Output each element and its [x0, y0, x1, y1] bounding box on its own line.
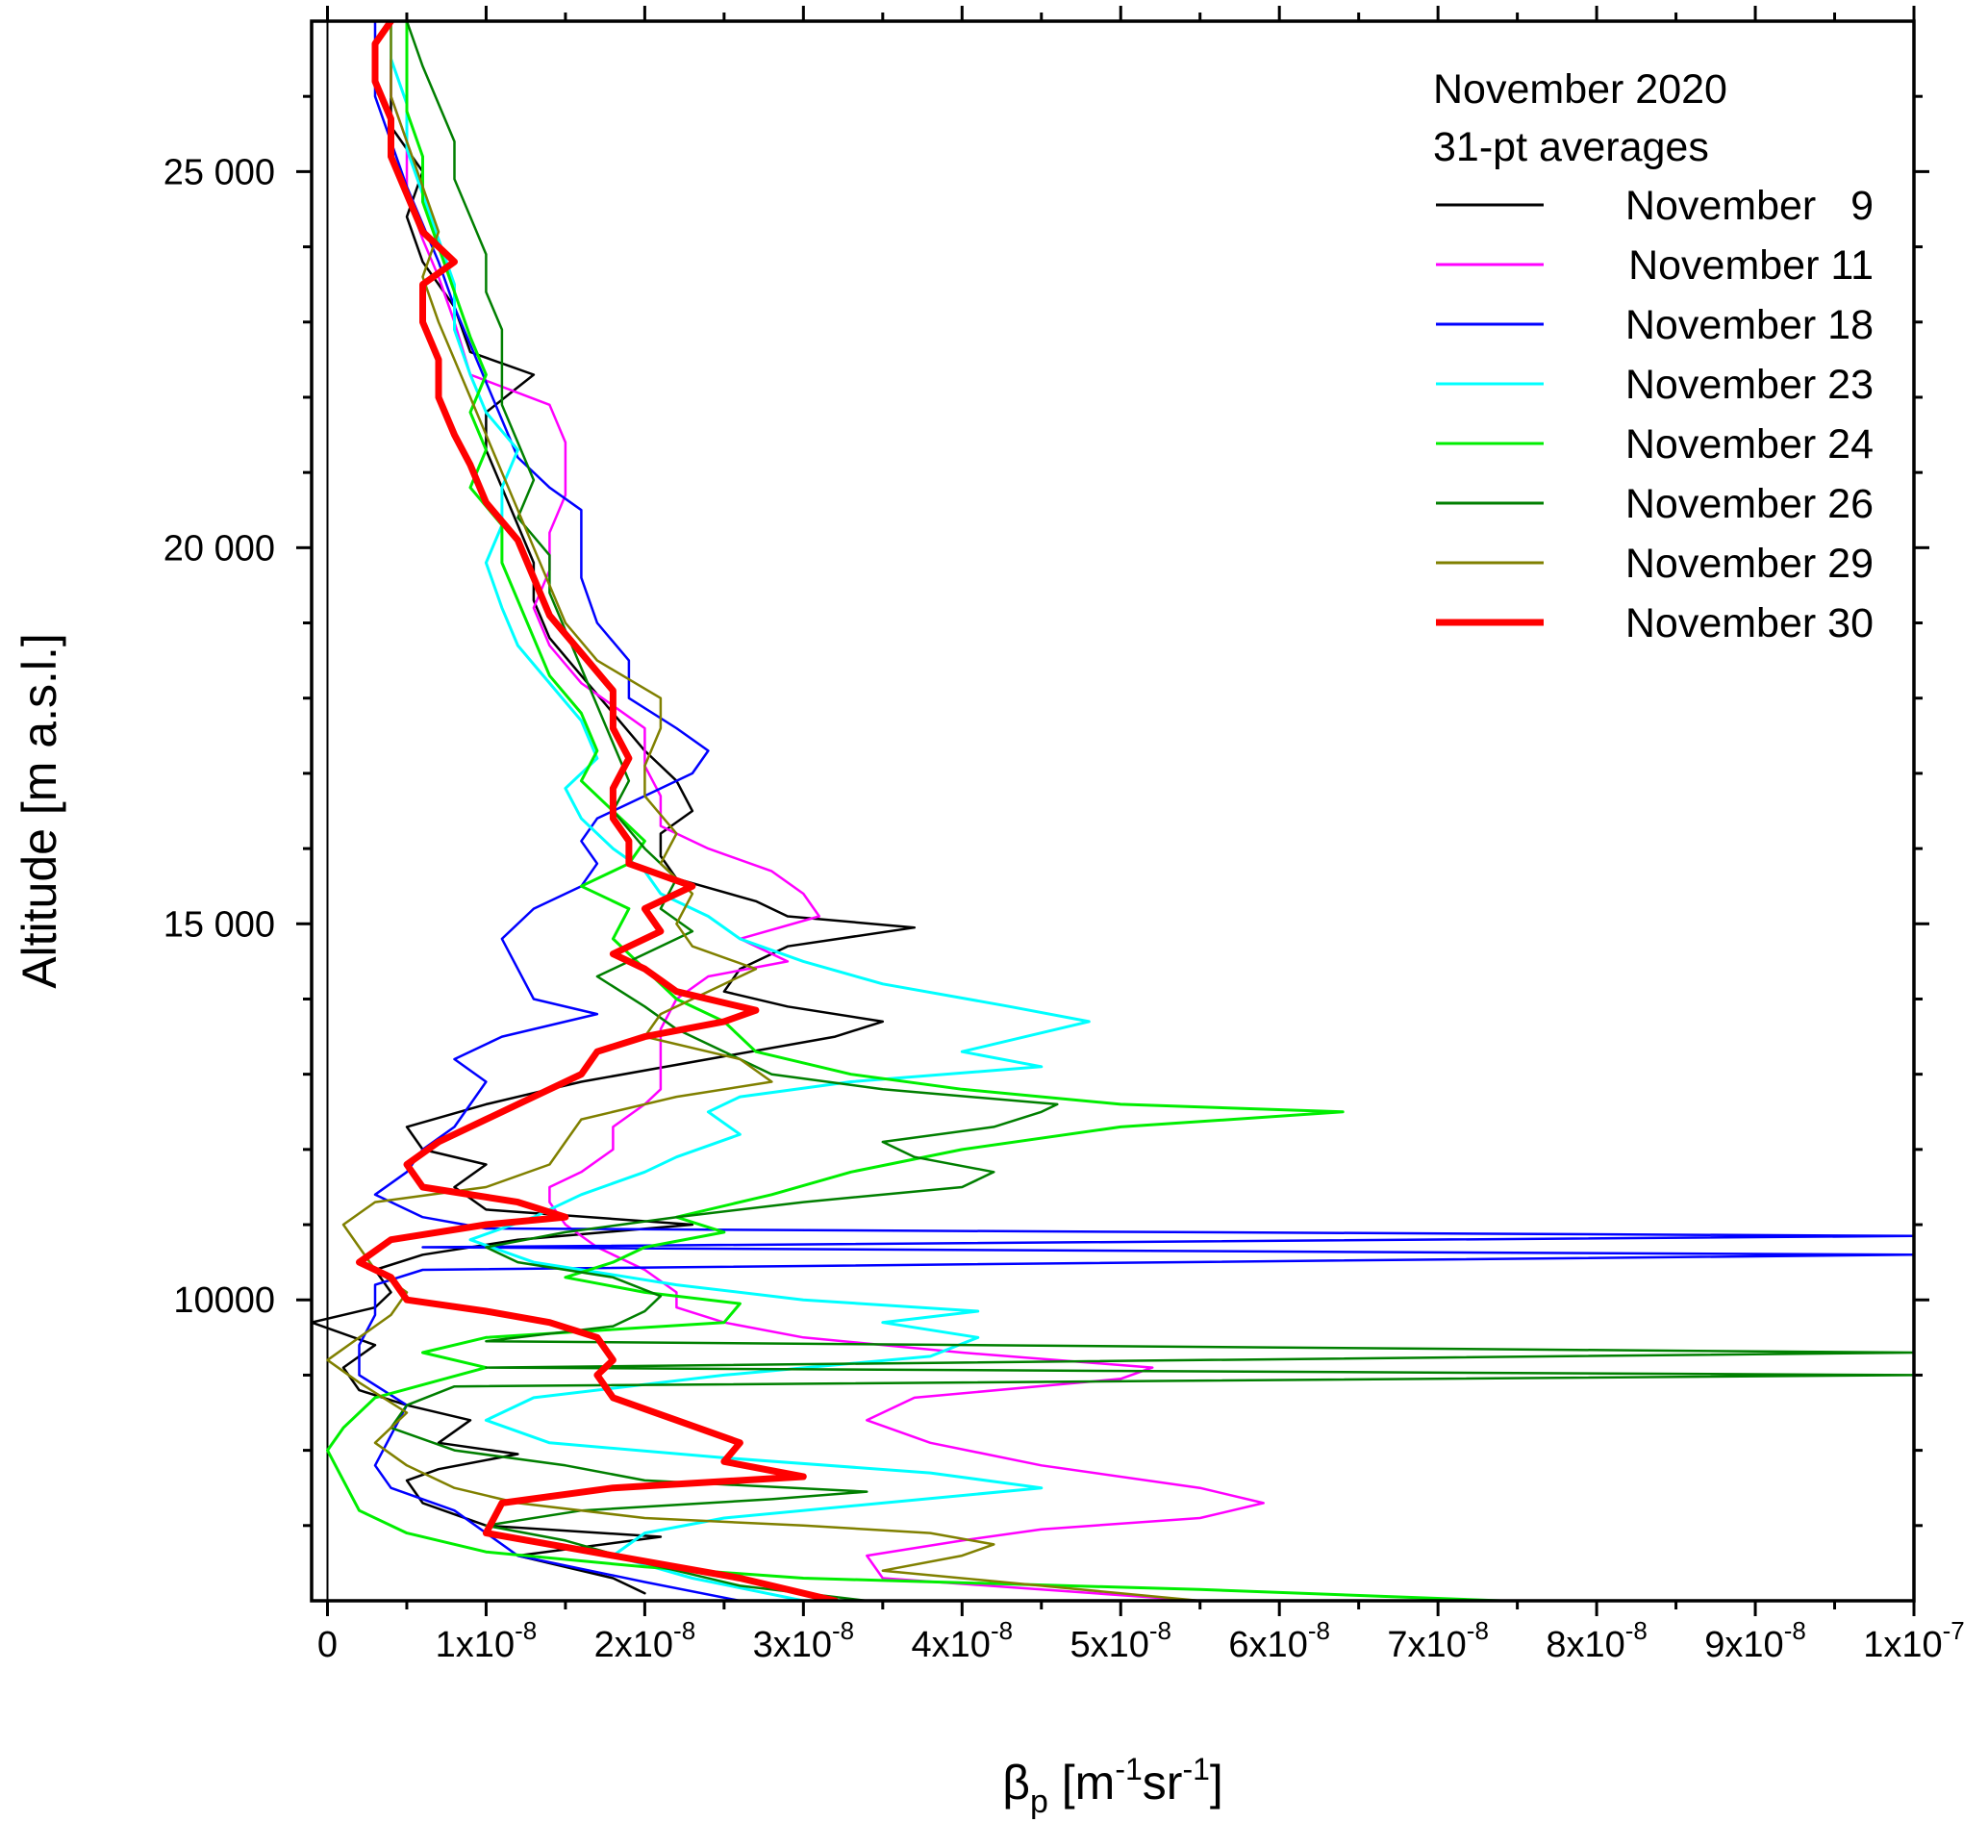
x-axis-ticks — [325, 6, 1916, 1616]
x-tick-label-mantissa: 1x10 — [436, 1625, 515, 1665]
x-tick-label: 8x10-8 — [1546, 1616, 1648, 1665]
legend-label-7: November 29 — [1625, 541, 1874, 587]
legend-label-2: November 11 — [1628, 242, 1874, 289]
x-tick-label-exponent: -8 — [1149, 1616, 1171, 1645]
y-axis-title: Altitude [m a.s.l.] — [13, 633, 66, 989]
legend-annotation-averaging: 31-pt averages — [1433, 124, 1709, 170]
series-line-3 — [358, 21, 1914, 1601]
x-axis-symbol-sub: p — [1030, 1784, 1048, 1820]
x-tick-label: 0 — [317, 1625, 338, 1665]
series-line-4 — [390, 21, 1091, 1601]
x-tick-label-exponent: -8 — [1625, 1616, 1648, 1645]
x-axis-title: βp [m-1sr-1] — [1002, 1752, 1223, 1820]
y-tick-label: 15 000 — [164, 904, 275, 945]
x-tick-label: 9x10-8 — [1704, 1616, 1806, 1665]
y-tick-labels: 10000 15 000 20 000 25 000 — [164, 152, 275, 1321]
series-lines — [312, 21, 1914, 1601]
legend-entries: November 9 November 11 November 18 November… — [1436, 183, 1874, 646]
x-tick-label: 3x10-8 — [753, 1616, 855, 1665]
x-tick-label-mantissa: 7x10 — [1387, 1625, 1466, 1665]
plot-frame — [310, 19, 1916, 1603]
x-tick-label: 7x10-8 — [1387, 1616, 1489, 1665]
y-tick-label: 20 000 — [164, 528, 275, 569]
x-tick-label: 1x10-8 — [436, 1616, 538, 1665]
y-axis-ticks — [296, 94, 1929, 1528]
x-tick-label-exponent: -8 — [515, 1616, 537, 1645]
series-line-1 — [312, 21, 917, 1595]
x-tick-label: 2x10-8 — [594, 1616, 696, 1665]
x-axis-unit-open: [m — [1048, 1756, 1115, 1810]
x-axis-unit-exp2: -1 — [1182, 1752, 1209, 1786]
x-tick-label: 4x10-8 — [912, 1616, 1014, 1665]
x-tick-label-mantissa: 0 — [317, 1625, 338, 1665]
x-axis-unit-exp1: -1 — [1115, 1752, 1142, 1786]
legend-label-1: November 9 — [1625, 183, 1874, 229]
legend-label-4: November 23 — [1625, 362, 1874, 408]
x-tick-label: 5x10-8 — [1069, 1616, 1171, 1665]
x-tick-label-exponent: -7 — [1943, 1616, 1965, 1645]
x-tick-label-mantissa: 6x10 — [1228, 1625, 1307, 1665]
x-tick-label-mantissa: 9x10 — [1704, 1625, 1783, 1665]
series-line-8 — [356, 21, 839, 1601]
y-tick-label: 25 000 — [164, 152, 275, 192]
x-tick-label-mantissa: 3x10 — [753, 1625, 832, 1665]
legend-label-3: November 18 — [1625, 302, 1874, 348]
x-tick-label-mantissa: 5x10 — [1069, 1625, 1148, 1665]
x-tick-label-exponent: -8 — [673, 1616, 695, 1645]
x-tick-label-exponent: -8 — [991, 1616, 1013, 1645]
legend-label-8: November 30 — [1625, 600, 1874, 646]
legend-label-6: November 26 — [1625, 481, 1874, 527]
y-tick-label: 10000 — [173, 1280, 275, 1321]
x-tick-label-mantissa: 4x10 — [912, 1625, 991, 1665]
x-tick-label: 1x10-7 — [1863, 1616, 1965, 1665]
x-tick-label-mantissa: 8x10 — [1546, 1625, 1624, 1665]
x-tick-label: 6x10-8 — [1228, 1616, 1330, 1665]
x-tick-label-exponent: -8 — [1308, 1616, 1330, 1645]
legend-annotation-month: November 2020 — [1433, 66, 1727, 113]
x-axis-unit-mid: sr — [1143, 1756, 1183, 1810]
x-tick-label-exponent: -8 — [1467, 1616, 1489, 1645]
legend-label-5: November 24 — [1625, 421, 1874, 468]
chart-legend: November 2020 31-pt averages November 9N… — [1433, 66, 1874, 646]
series-line-2 — [390, 21, 1265, 1601]
x-tick-label-mantissa: 1x10 — [1863, 1625, 1942, 1665]
x-tick-labels: 0 1x10-8 2x10-8 3x10-8 4x10-8 5x10-8 6x10-8 7x1… — [317, 1616, 1965, 1665]
x-tick-label-exponent: -8 — [1784, 1616, 1806, 1645]
x-axis-symbol: β — [1002, 1756, 1030, 1810]
series-line-5 — [326, 21, 1503, 1601]
x-axis-unit-close: ] — [1210, 1756, 1223, 1810]
x-tick-label-exponent: -8 — [832, 1616, 854, 1645]
x-tick-label-mantissa: 2x10 — [594, 1625, 673, 1665]
